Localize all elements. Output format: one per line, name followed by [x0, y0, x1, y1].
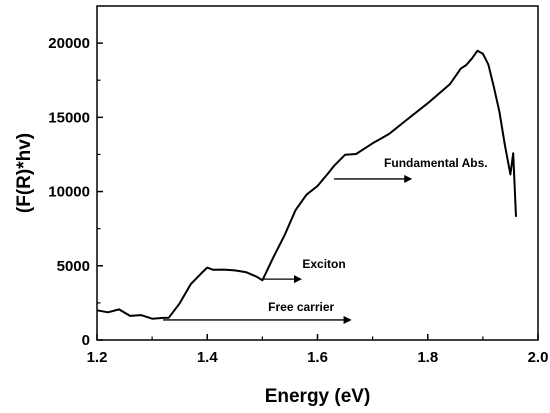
annotations: Fundamental Abs. Exciton Free carrier	[163, 156, 488, 324]
tick-labels: 1.2 1.4 1.6 1.8 2.0 0 5000 10000 15000 20000	[48, 35, 548, 366]
annotation-label: Fundamental Abs.	[384, 156, 488, 170]
y-tick-label: 20000	[48, 35, 90, 52]
x-tick-label: 1.2	[87, 349, 108, 366]
x-tick-label: 1.6	[307, 349, 328, 366]
x-tick-label: 2.0	[528, 349, 549, 366]
ticks	[96, 42, 539, 341]
y-axis-title: (F(R)*hv)	[14, 133, 35, 213]
y-tick-label: 15000	[48, 109, 90, 126]
y-tick-label: 10000	[48, 184, 90, 201]
annotation-label: Exciton	[302, 257, 345, 271]
series-line	[96, 49, 517, 320]
annotation-label: Free carrier	[268, 300, 334, 314]
x-axis-title: Energy (eV)	[265, 386, 371, 407]
x-tick-label: 1.4	[197, 349, 219, 366]
x-tick-label: 1.8	[417, 349, 438, 366]
y-tick-label: 0	[82, 332, 90, 349]
plot-frame	[96, 5, 539, 341]
y-tick-label: 5000	[57, 258, 90, 275]
